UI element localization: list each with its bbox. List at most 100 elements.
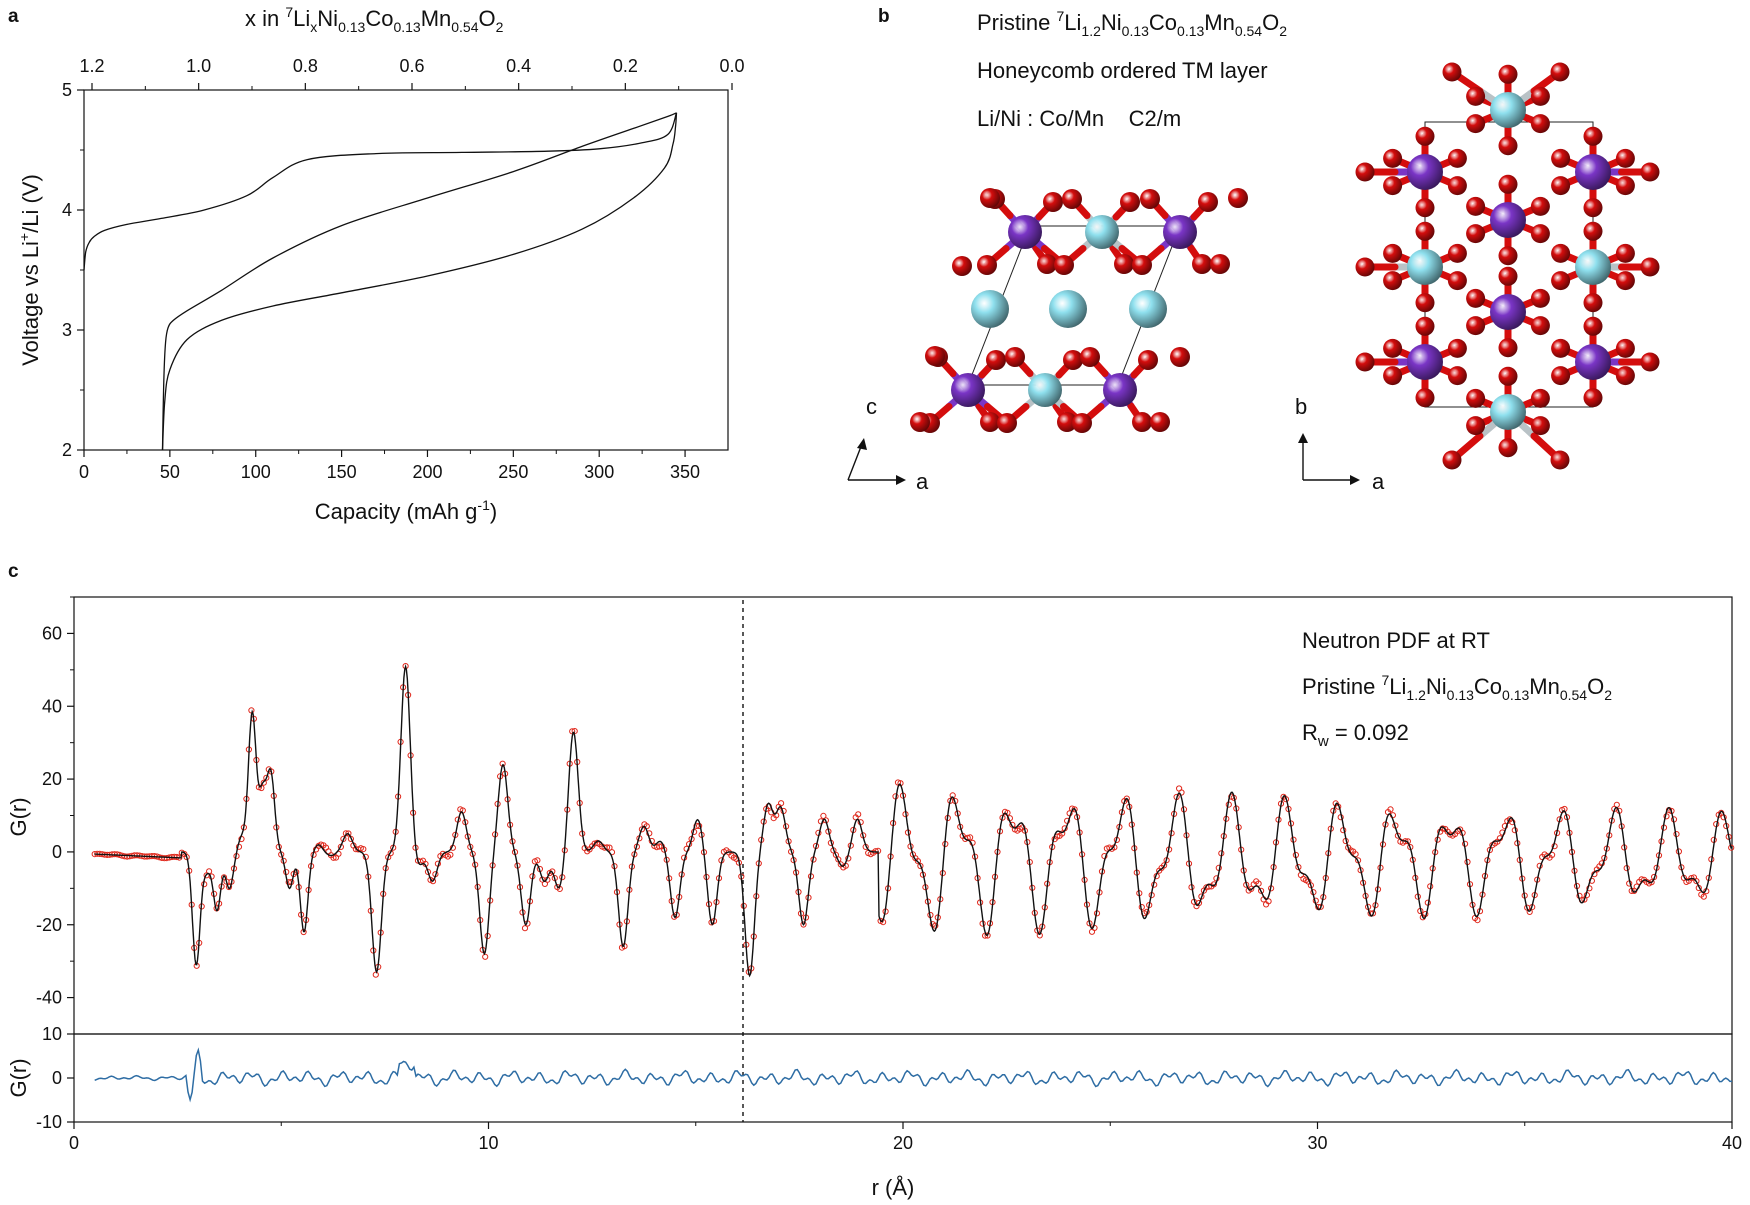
atom-oxygen <box>1615 243 1635 263</box>
panel-a-frame <box>83 89 729 451</box>
a-toptick-label: 0.4 <box>506 56 531 76</box>
atom-oxygen <box>1415 388 1435 408</box>
a-ytick-label: 4 <box>62 200 72 220</box>
atom-oxygen <box>1583 221 1603 241</box>
atom-oxygen <box>977 255 997 275</box>
a-ytick-label: 2 <box>62 440 72 460</box>
atom-oxygen <box>1530 316 1550 336</box>
axis-label-a-top: a <box>1372 469 1385 494</box>
atom-oxygen <box>1132 412 1152 432</box>
observed-point <box>260 779 267 786</box>
atom-oxygen <box>1355 257 1375 277</box>
atom-co-mn <box>1575 154 1611 190</box>
observed-point <box>1586 885 1593 892</box>
atom-oxygen <box>1442 450 1462 470</box>
a-xtick-label: 0 <box>79 462 89 482</box>
observed-point <box>1195 899 1203 907</box>
observed-point <box>778 800 785 807</box>
atom-oxygen <box>1043 192 1063 212</box>
atom-oxygen <box>1466 86 1486 106</box>
atom-oxygen <box>1138 350 1158 370</box>
atom-co-mn <box>1163 215 1197 249</box>
atom-oxygen <box>1530 416 1550 436</box>
atom-oxygen <box>1355 162 1375 182</box>
atom-oxygen <box>1063 350 1083 370</box>
a-ytick-label: 5 <box>62 80 72 100</box>
atom-oxygen <box>1640 352 1660 372</box>
observed-point <box>894 779 902 786</box>
c-ytick-label: -40 <box>36 988 62 1008</box>
atom-oxygen <box>1466 288 1486 308</box>
atom-co-mn <box>1490 202 1526 238</box>
atom-oxygen <box>1383 243 1403 263</box>
atom-oxygen <box>1466 416 1486 436</box>
atom-oxygen <box>1447 366 1467 386</box>
atom-oxygen <box>1466 114 1486 134</box>
observed-point <box>1210 881 1218 888</box>
observed-point <box>429 878 437 885</box>
axes-indicator-ca: c a <box>847 394 929 494</box>
observed-point <box>345 830 352 837</box>
atom-co-mn <box>1407 154 1443 190</box>
atom-oxygen <box>1120 192 1140 212</box>
observed-point <box>387 850 394 857</box>
atom-li-ni <box>1575 249 1611 285</box>
observed-point <box>984 932 991 939</box>
panel-b: b Pristine 7Li1.2Ni0.13Co0.13Mn0.54O2 Ho… <box>847 6 1660 494</box>
atom-oxygen <box>1383 176 1403 196</box>
a-xtick-label: 250 <box>498 462 528 482</box>
atom-oxygen <box>1615 271 1635 291</box>
atom-oxygen <box>1415 316 1435 336</box>
observed-point <box>1501 823 1509 830</box>
panel-c-info-title: Neutron PDF at RT <box>1302 628 1490 653</box>
calculated-curve <box>94 663 1732 978</box>
structure-side-view <box>910 188 1248 433</box>
c-xtick-label: 20 <box>893 1133 913 1153</box>
atom-oxygen <box>1583 126 1603 146</box>
panel-a-letter: a <box>8 6 19 27</box>
atom-oxygen <box>1057 412 1077 432</box>
atom-oxygen <box>1498 338 1518 358</box>
atom-oxygen <box>1447 271 1467 291</box>
atom-co-mn <box>1103 373 1137 407</box>
atom-oxygen <box>1615 366 1635 386</box>
atom-oxygen <box>1551 338 1571 358</box>
observed-point <box>638 826 646 833</box>
observed-point <box>482 953 489 960</box>
atom-oxygen <box>1583 198 1603 218</box>
atom-oxygen <box>1498 64 1518 84</box>
atom-oxygen <box>1383 338 1403 358</box>
atom-oxygen <box>1550 450 1570 470</box>
c-diff-ytick-label: 0 <box>52 1068 62 1088</box>
atom-oxygen <box>1466 316 1486 336</box>
panel-a-ticks: 0 50 100 150 200 250 300 350 2 3 4 5 1.2 1.0 0.8 0.6 0.4… <box>62 56 745 482</box>
observed-point <box>1728 844 1735 851</box>
a-xtick-label: 200 <box>412 462 442 482</box>
observed-point <box>1700 893 1707 900</box>
c-xtick-label: 10 <box>478 1133 498 1153</box>
atom-oxygen <box>1415 126 1435 146</box>
atom-oxygen <box>1072 413 1092 433</box>
atom-co-mn <box>1490 294 1526 330</box>
atom-oxygen <box>1415 293 1435 313</box>
observed-point <box>263 774 270 781</box>
observed-point <box>606 844 613 851</box>
c-ytick-label: 20 <box>42 769 62 789</box>
c-ytick-label: 40 <box>42 696 62 716</box>
a-toptick-label: 1.0 <box>186 56 211 76</box>
atom-oxygen <box>1170 347 1190 367</box>
observed-point <box>1036 932 1043 939</box>
atom-oxygen <box>1383 148 1403 168</box>
observed-point <box>521 925 529 932</box>
panel-b-space-group: Li/Ni : Co/Mn C2/m <box>977 106 1181 131</box>
observed-point <box>917 862 924 870</box>
atom-oxygen <box>1132 255 1152 275</box>
observed-point <box>183 854 190 861</box>
atom-oxygen <box>1498 366 1518 386</box>
atom-oxygen <box>1640 162 1660 182</box>
atom-oxygen <box>1447 148 1467 168</box>
c-xtick-label: 0 <box>69 1133 79 1153</box>
panel-c-letter: c <box>8 561 19 582</box>
observed-point <box>1387 806 1394 813</box>
